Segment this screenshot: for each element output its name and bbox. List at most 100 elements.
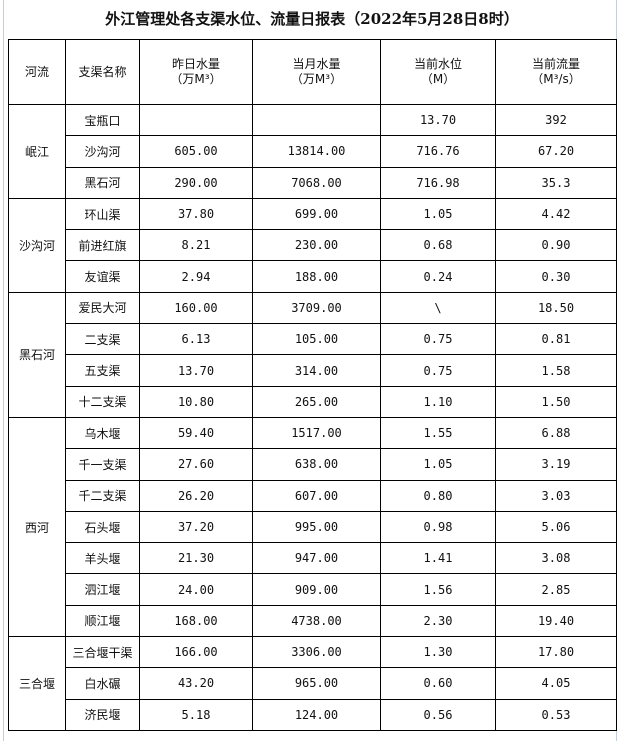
yesterday-volume-cell[interactable]: 26.20	[139, 479, 253, 512]
month-volume-cell[interactable]: 265.00	[252, 385, 381, 418]
current-flow-cell[interactable]: 17.80	[495, 636, 617, 669]
yesterday-volume-cell[interactable]: 37.80	[139, 197, 253, 231]
current-level-cell[interactable]: 716.98	[380, 166, 496, 199]
month-volume-cell[interactable]: 909.00	[252, 573, 381, 606]
yesterday-volume-cell[interactable]: 13.70	[139, 354, 253, 387]
current-level-cell[interactable]: 1.05	[380, 448, 496, 481]
current-level-cell[interactable]: 13.70	[380, 103, 496, 137]
current-flow-cell[interactable]: 35.3	[495, 166, 617, 199]
river-cell[interactable]: 黑石河	[8, 291, 66, 418]
yesterday-volume-cell[interactable]: 8.21	[139, 229, 253, 262]
current-flow-cell[interactable]: 19.40	[495, 604, 617, 638]
channel-name-cell[interactable]: 前进红旗	[65, 229, 140, 262]
current-flow-cell[interactable]: 3.19	[495, 448, 617, 481]
current-level-cell[interactable]: 0.98	[380, 510, 496, 544]
current-flow-cell[interactable]: 0.53	[495, 698, 617, 731]
yesterday-volume-cell[interactable]	[139, 103, 253, 137]
yesterday-volume-cell[interactable]: 59.40	[139, 416, 253, 450]
current-flow-cell[interactable]: 1.50	[495, 385, 617, 418]
yesterday-volume-cell[interactable]: 24.00	[139, 573, 253, 606]
month-volume-cell[interactable]: 947.00	[252, 542, 381, 575]
current-level-cell[interactable]: 0.80	[380, 479, 496, 512]
month-volume-cell[interactable]: 314.00	[252, 354, 381, 387]
header-current-flow[interactable]: 当前流量 （M³/s）	[495, 39, 617, 105]
yesterday-volume-cell[interactable]: 2.94	[139, 260, 253, 293]
current-level-cell[interactable]: 0.75	[380, 323, 496, 356]
channel-name-cell[interactable]: 石头堰	[65, 510, 140, 544]
yesterday-volume-cell[interactable]: 37.20	[139, 510, 253, 544]
header-current-level[interactable]: 当前水位 （M）	[380, 39, 496, 105]
yesterday-volume-cell[interactable]: 27.60	[139, 448, 253, 481]
channel-name-cell[interactable]: 千一支渠	[65, 448, 140, 481]
yesterday-volume-cell[interactable]: 290.00	[139, 166, 253, 199]
current-level-cell[interactable]: 1.05	[380, 197, 496, 231]
month-volume-cell[interactable]: 13814.00	[252, 135, 381, 168]
current-flow-cell[interactable]: 4.42	[495, 197, 617, 231]
month-volume-cell[interactable]: 124.00	[252, 698, 381, 731]
yesterday-volume-cell[interactable]: 166.00	[139, 636, 253, 669]
channel-name-cell[interactable]: 济民堰	[65, 698, 140, 731]
yesterday-volume-cell[interactable]: 168.00	[139, 604, 253, 638]
current-flow-cell[interactable]: 6.88	[495, 416, 617, 450]
header-month-volume[interactable]: 当月水量 （万M³）	[252, 39, 381, 105]
channel-name-cell[interactable]: 爱民大河	[65, 291, 140, 325]
channel-name-cell[interactable]: 顺江堰	[65, 604, 140, 638]
month-volume-cell[interactable]: 699.00	[252, 197, 381, 231]
month-volume-cell[interactable]: 965.00	[252, 667, 381, 700]
yesterday-volume-cell[interactable]: 6.13	[139, 323, 253, 356]
channel-name-cell[interactable]: 泗江堰	[65, 573, 140, 606]
current-flow-cell[interactable]: 0.30	[495, 260, 617, 293]
current-level-cell[interactable]: 0.60	[380, 667, 496, 700]
yesterday-volume-cell[interactable]: 5.18	[139, 698, 253, 731]
yesterday-volume-cell[interactable]: 10.80	[139, 385, 253, 418]
current-level-cell[interactable]: \	[380, 291, 496, 325]
month-volume-cell[interactable]: 995.00	[252, 510, 381, 544]
current-level-cell[interactable]: 0.56	[380, 698, 496, 731]
current-flow-cell[interactable]: 4.05	[495, 667, 617, 700]
river-cell[interactable]: 沙沟河	[8, 197, 66, 293]
channel-name-cell[interactable]: 黑石河	[65, 166, 140, 199]
channel-name-cell[interactable]: 二支渠	[65, 323, 140, 356]
channel-name-cell[interactable]: 沙沟河	[65, 135, 140, 168]
current-flow-cell[interactable]: 5.06	[495, 510, 617, 544]
channel-name-cell[interactable]: 友谊渠	[65, 260, 140, 293]
yesterday-volume-cell[interactable]: 160.00	[139, 291, 253, 325]
current-flow-cell[interactable]: 1.58	[495, 354, 617, 387]
current-level-cell[interactable]: 1.56	[380, 573, 496, 606]
current-flow-cell[interactable]: 392	[495, 103, 617, 137]
channel-name-cell[interactable]: 千二支渠	[65, 479, 140, 512]
channel-name-cell[interactable]: 乌木堰	[65, 416, 140, 450]
month-volume-cell[interactable]: 4738.00	[252, 604, 381, 638]
yesterday-volume-cell[interactable]: 43.20	[139, 667, 253, 700]
channel-name-cell[interactable]: 三合堰干渠	[65, 636, 140, 669]
current-level-cell[interactable]: 1.30	[380, 636, 496, 669]
yesterday-volume-cell[interactable]: 21.30	[139, 542, 253, 575]
current-flow-cell[interactable]: 3.03	[495, 479, 617, 512]
current-flow-cell[interactable]: 0.81	[495, 323, 617, 356]
month-volume-cell[interactable]: 188.00	[252, 260, 381, 293]
header-channel-name[interactable]: 支渠名称	[65, 39, 140, 105]
river-cell[interactable]: 西河	[8, 416, 66, 638]
current-level-cell[interactable]: 1.41	[380, 542, 496, 575]
month-volume-cell[interactable]: 3709.00	[252, 291, 381, 325]
current-level-cell[interactable]: 716.76	[380, 135, 496, 168]
current-flow-cell[interactable]: 0.90	[495, 229, 617, 262]
current-level-cell[interactable]: 1.55	[380, 416, 496, 450]
current-level-cell[interactable]: 2.30	[380, 604, 496, 638]
river-cell[interactable]: 岷江	[8, 104, 66, 199]
channel-name-cell[interactable]: 羊头堰	[65, 542, 140, 575]
current-flow-cell[interactable]: 67.20	[495, 135, 617, 168]
river-cell[interactable]: 三合堰	[8, 636, 66, 731]
current-level-cell[interactable]: 0.68	[380, 229, 496, 262]
month-volume-cell[interactable]: 7068.00	[252, 166, 381, 199]
header-yesterday-volume[interactable]: 昨日水量 （万M³）	[139, 39, 253, 105]
month-volume-cell[interactable]: 607.00	[252, 479, 381, 512]
channel-name-cell[interactable]: 十二支渠	[65, 385, 140, 418]
current-level-cell[interactable]: 0.75	[380, 354, 496, 387]
month-volume-cell[interactable]	[252, 103, 381, 137]
current-level-cell[interactable]: 1.10	[380, 385, 496, 418]
channel-name-cell[interactable]: 白水碾	[65, 667, 140, 700]
month-volume-cell[interactable]: 1517.00	[252, 416, 381, 450]
month-volume-cell[interactable]: 230.00	[252, 229, 381, 262]
yesterday-volume-cell[interactable]: 605.00	[139, 135, 253, 168]
